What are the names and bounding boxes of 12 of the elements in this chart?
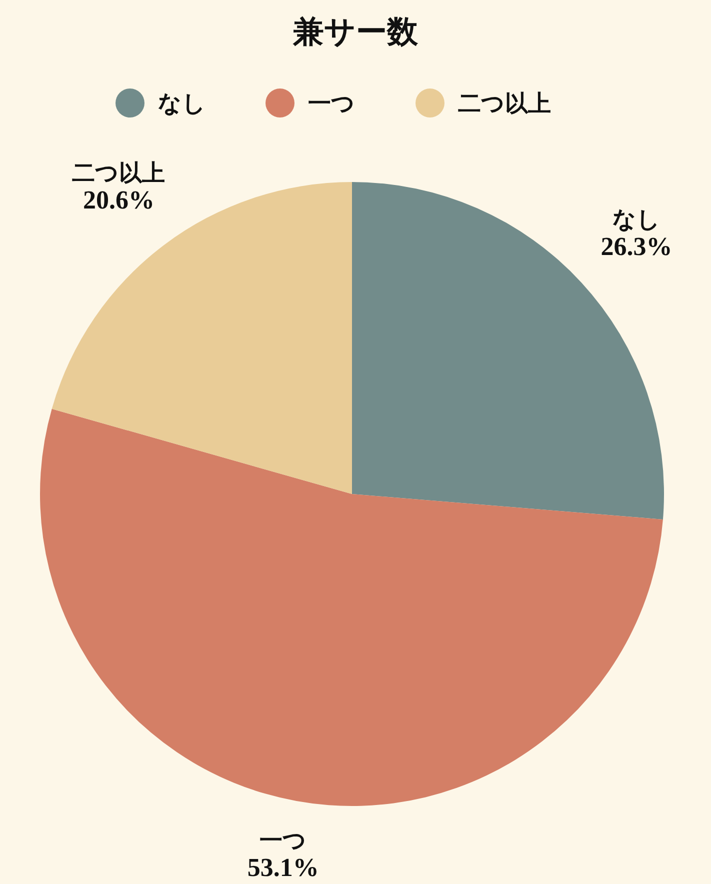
slice-label: 一つ	[260, 828, 307, 853]
legend-label: 二つ以上	[458, 91, 551, 116]
slice-label: なし	[612, 206, 661, 232]
data-label: 20.6%	[82, 185, 154, 214]
pie-slice	[52, 182, 352, 494]
data-label: 26.3%	[600, 232, 672, 261]
legend-label: 一つ	[308, 91, 355, 116]
chart-title: 兼サー数	[292, 14, 419, 49]
slice-label: 二つ以上	[72, 160, 166, 186]
data-label: 53.1%	[247, 853, 319, 882]
pie-slice	[40, 408, 663, 806]
legend-label: なし	[158, 91, 206, 116]
